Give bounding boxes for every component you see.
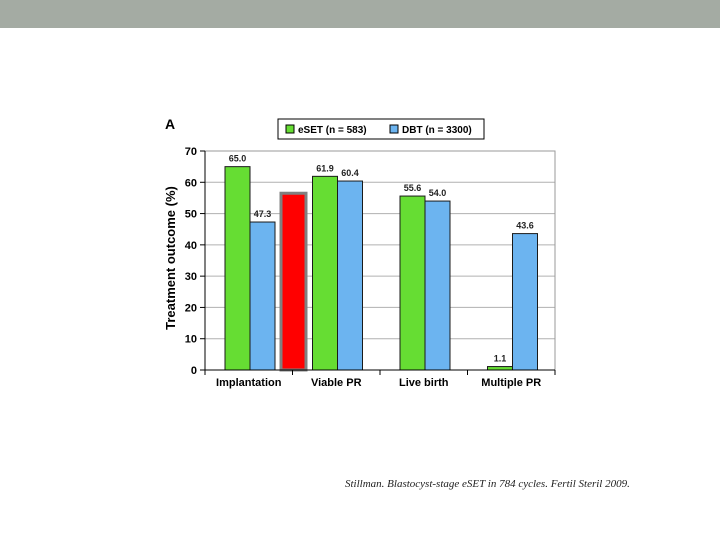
citation: Stillman. Blastocyst-stage eSET in 784 c… bbox=[345, 478, 630, 490]
bar-eset-implantation bbox=[224, 166, 251, 371]
data-label: 54.0 bbox=[429, 188, 447, 198]
bar-dbt-implantation bbox=[249, 221, 276, 371]
y-tick-label: 70 bbox=[185, 146, 197, 158]
y-axis-ticks: 0 10 20 30 40 50 60 70 bbox=[185, 146, 206, 377]
legend-label-dbt: DBT (n = 3300) bbox=[402, 125, 472, 136]
data-label: 43.6 bbox=[516, 221, 534, 231]
slide-header-bar bbox=[0, 0, 720, 28]
legend-box bbox=[277, 118, 485, 140]
bar-eset-multiple-pr bbox=[487, 366, 513, 371]
y-tick-label: 10 bbox=[185, 334, 197, 346]
bars bbox=[224, 166, 538, 372]
data-label: 61.9 bbox=[316, 163, 334, 173]
data-label: 47.3 bbox=[254, 209, 272, 219]
x-tick-label-viable-pr: Viable PR bbox=[311, 377, 362, 389]
y-tick-label: 40 bbox=[185, 240, 197, 252]
y-tick-label: 0 bbox=[191, 365, 197, 377]
legend-swatch-dbt bbox=[389, 124, 399, 134]
data-label: 55.6 bbox=[404, 183, 422, 193]
x-tick-label-live-birth: Live birth bbox=[399, 377, 449, 389]
x-axis-ticks: Implantation Viable PR Live birth Multiple … bbox=[204, 369, 556, 389]
x-tick-label-multiple-pr: Multiple PR bbox=[481, 377, 541, 389]
bar-eset-viable-pr bbox=[312, 175, 338, 371]
y-axis-title: Treatment outcome (%) bbox=[163, 186, 178, 330]
data-labels: 65.0 47.3 61.9 60.4 55.6 54.0 1.1 43.6 bbox=[229, 154, 534, 364]
bar-eset-live-birth bbox=[399, 195, 426, 371]
x-tick-label-implantation: Implantation bbox=[216, 377, 282, 389]
panel-label: A bbox=[165, 116, 175, 132]
y-tick-label: 30 bbox=[185, 271, 197, 283]
highlight-bar bbox=[279, 191, 308, 372]
bar-dbt-live-birth bbox=[424, 200, 451, 371]
y-tick-label: 50 bbox=[185, 209, 197, 221]
data-label: 65.0 bbox=[229, 154, 247, 164]
legend-swatch-eset bbox=[285, 124, 295, 134]
data-label: 60.4 bbox=[341, 168, 359, 178]
bar-dbt-viable-pr bbox=[337, 180, 363, 371]
legend-label-eset: eSET (n = 583) bbox=[298, 125, 367, 136]
y-tick-label: 60 bbox=[185, 177, 197, 189]
bar-dbt-multiple-pr bbox=[512, 233, 538, 371]
y-tick-label: 20 bbox=[185, 302, 197, 314]
legend: eSET (n = 583) DBT (n = 3300) bbox=[277, 118, 485, 140]
data-label: 1.1 bbox=[494, 354, 507, 364]
